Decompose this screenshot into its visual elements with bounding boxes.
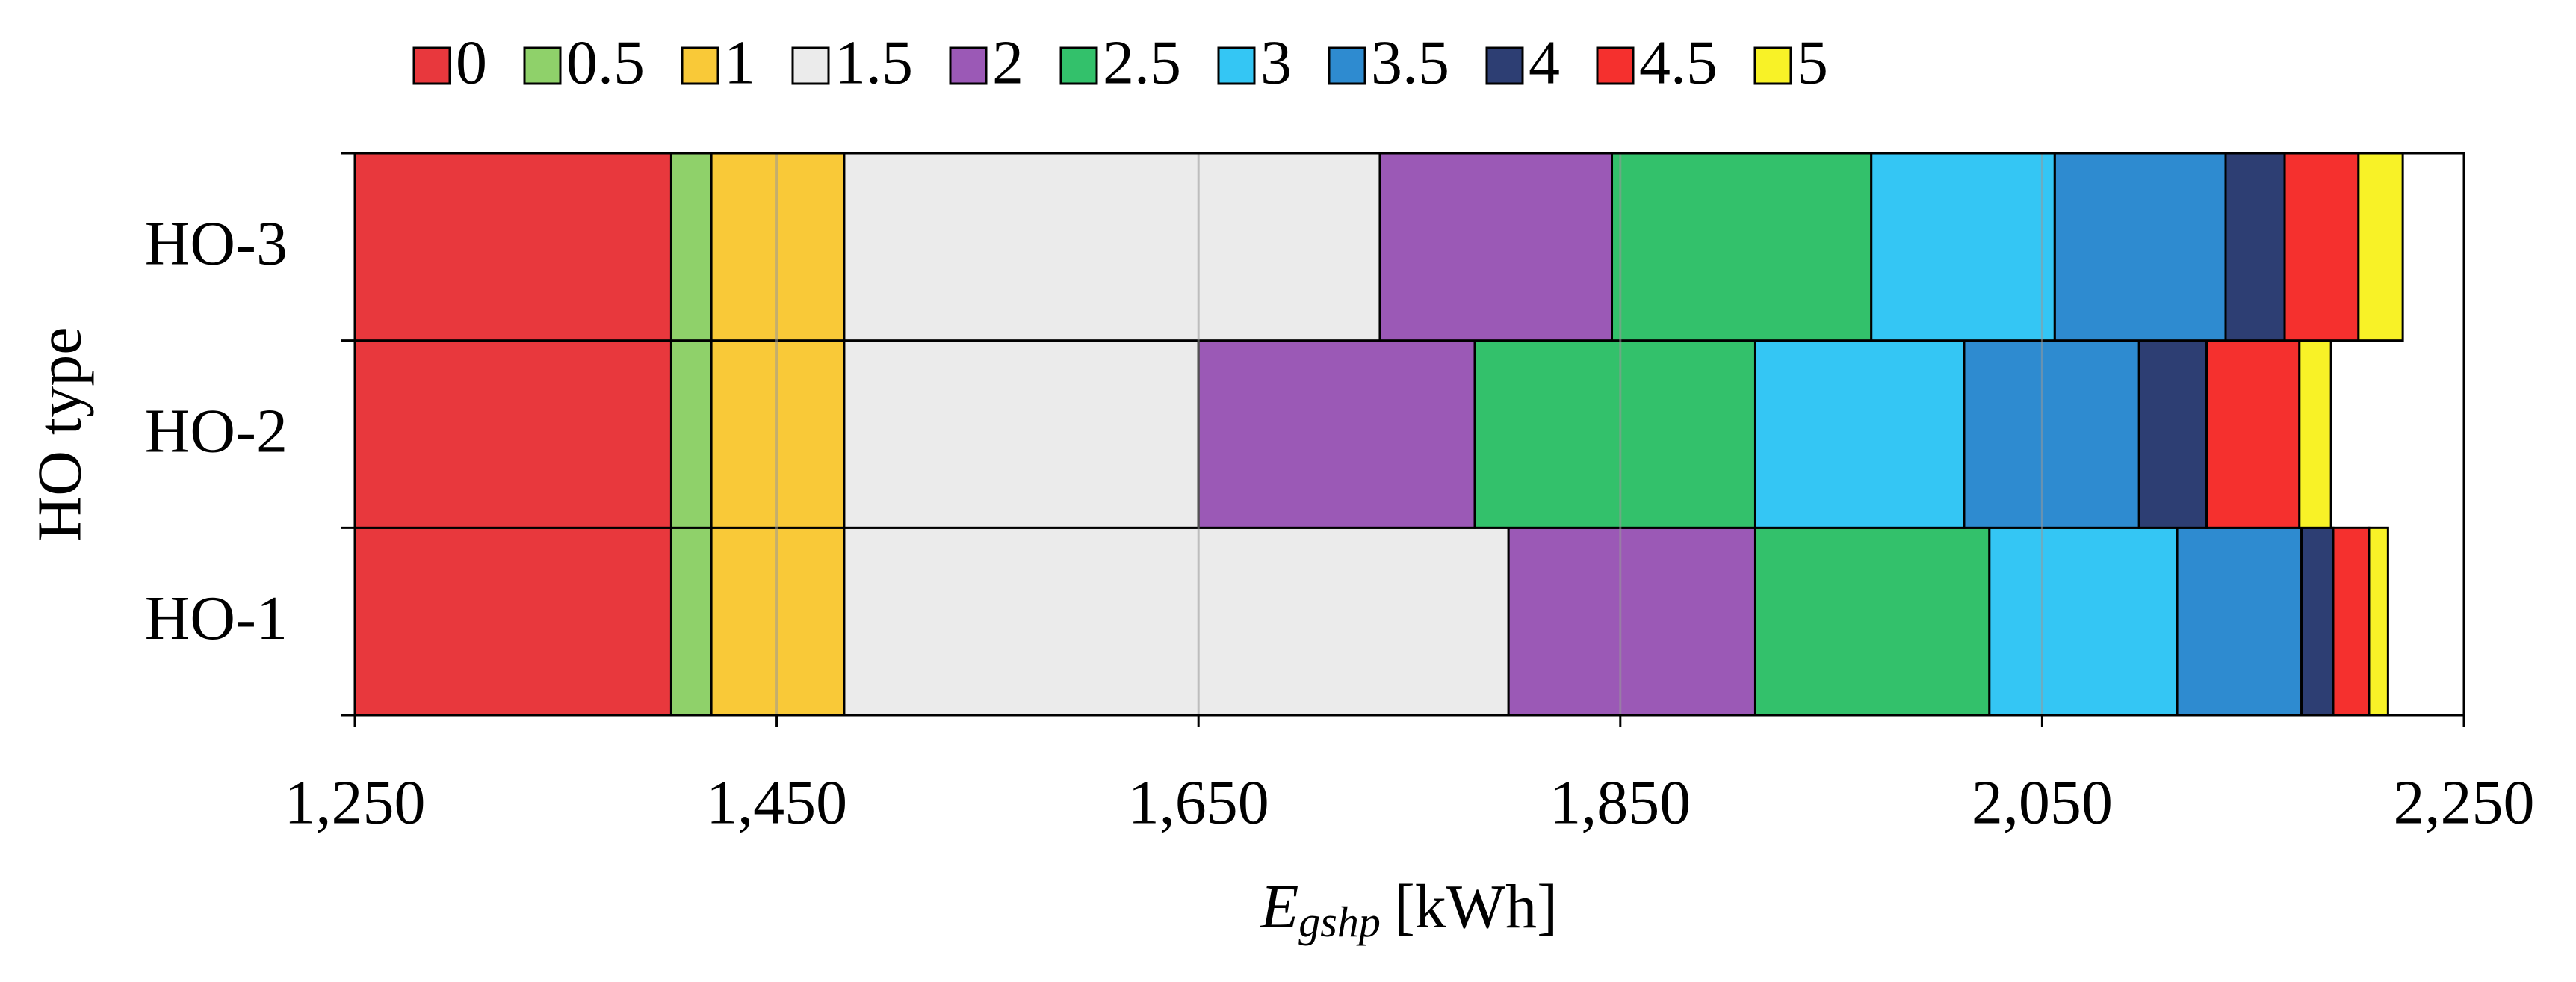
legend-label: 2 [992,28,1024,97]
y-tick-label: HO-2 [145,396,288,466]
bar-segment [2298,339,2332,529]
x-tick-label: 2,250 [2394,768,2535,837]
legend-label: 0.5 [566,28,645,97]
x-symbol: E [1260,872,1298,942]
legend-swatch [681,46,719,85]
bar-segment [2368,526,2389,715]
bar-segment [355,339,672,529]
bar-segment [1473,339,1756,529]
legend-label: 0 [456,28,487,97]
bar-segment [1870,153,2056,342]
bar-segment [1378,153,1614,342]
bar-segment [2332,526,2371,715]
legend-label: 3.5 [1371,28,1449,97]
bar-segment [2357,153,2404,342]
bar-segment [2053,153,2227,342]
legend-swatch [412,46,451,85]
legend-swatch [1485,46,1524,85]
legend-swatch [1596,46,1635,85]
bar-segment [1753,339,1966,529]
legend-label: 4.5 [1639,28,1718,97]
bar-segment [843,526,1510,715]
bars [355,153,2404,715]
x-unit: [kWh] [1394,872,1558,942]
legend-swatch [1059,46,1098,85]
bar-segment [1611,153,1873,342]
bar-segment [355,153,672,342]
bar-segment [1963,339,2140,529]
bar-segment [1753,526,1991,715]
bar-segment [843,339,1200,529]
x-tick-label: 1,850 [1549,768,1691,837]
legend-swatch [523,46,562,85]
legend-label: 3 [1260,28,1292,97]
legend-label: 1 [724,28,755,97]
legend-swatch [1328,46,1366,85]
x-tick-label: 2,050 [1972,768,2113,837]
y-axis-title: HO type [25,327,94,542]
bar-segment [2205,339,2301,529]
bar-segment [2176,526,2303,715]
legend-label: 1.5 [835,28,913,97]
bar-segment [355,526,672,715]
x-subscript: gshp [1298,898,1381,946]
bar-segment [669,339,713,529]
bar-segment [2137,339,2208,529]
bar-segment [2283,153,2360,342]
legend-swatch [1217,46,1256,85]
y-tick-label: HO-3 [145,209,288,279]
bar-segment [843,153,1381,342]
bar-segment [1988,526,2179,715]
x-axis-title: Egshp [kWh] [1260,872,1558,946]
y-tick-label: HO-1 [145,584,288,653]
bar-segment [2300,526,2335,715]
plot-frame [353,152,2465,717]
bar-segment [2224,153,2286,342]
bar-segment [669,153,713,342]
bar-segment [669,526,713,715]
legend-swatch [1753,46,1792,85]
x-tick-label: 1,450 [706,768,847,837]
legend-label: 2.5 [1103,28,1181,97]
legend-swatch [791,46,830,85]
x-tick-label: 1,250 [285,768,426,837]
legend-label: 4 [1529,28,1560,97]
legend-swatch [949,46,988,85]
legend-label: 5 [1797,28,1828,97]
bar-segment [1197,339,1476,529]
bar-segment [1507,526,1756,715]
x-tick-label: 1,650 [1128,768,1269,837]
